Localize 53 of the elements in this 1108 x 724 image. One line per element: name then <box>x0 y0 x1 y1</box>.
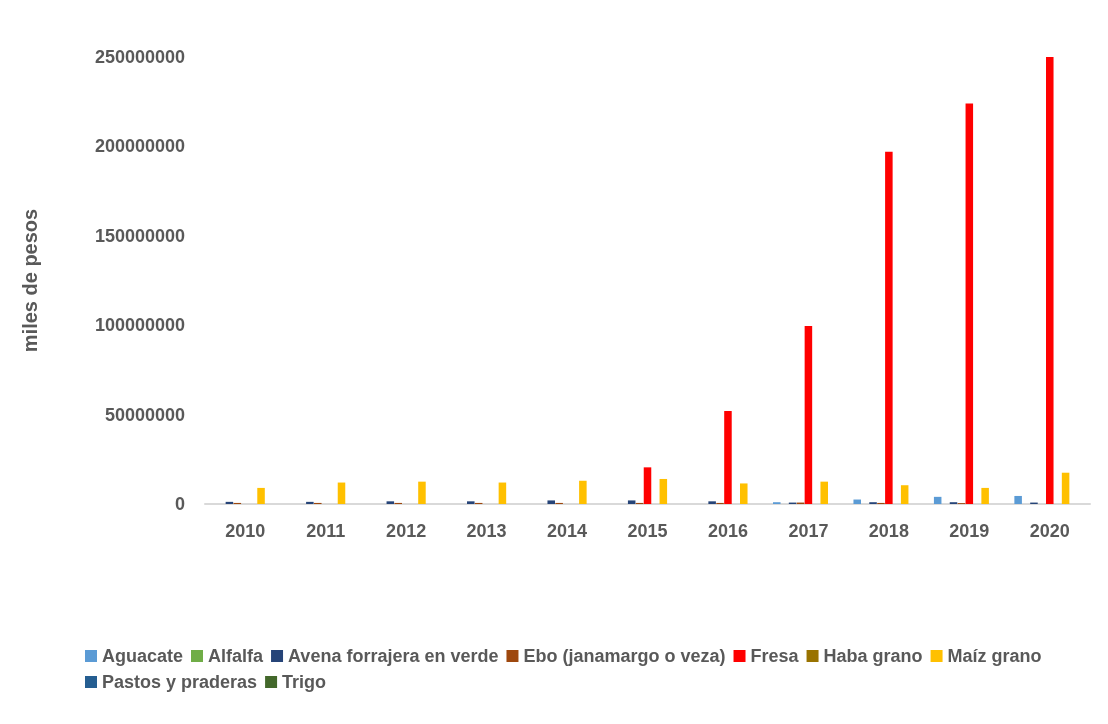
y-tick-label: 200000000 <box>94 136 185 157</box>
bar <box>981 487 989 504</box>
bar <box>740 483 748 504</box>
y-tick-label: 150000000 <box>94 225 185 246</box>
x-tick-label: 2018 <box>868 521 909 541</box>
y-tick-label: 100000000 <box>94 315 185 336</box>
legend-label: Trigo <box>282 672 327 692</box>
bar <box>853 499 861 504</box>
x-tick-label: 2020 <box>1029 521 1070 541</box>
bar <box>337 482 346 504</box>
bar <box>306 501 314 504</box>
y-tick-label: 250000000 <box>94 47 185 67</box>
bar <box>1014 495 1022 504</box>
x-tick-label: 2011 <box>306 521 346 541</box>
legend-label: Fresa <box>750 646 800 666</box>
x-tick-label: 2013 <box>466 521 507 541</box>
bar <box>386 501 395 504</box>
x-tick-label: 2012 <box>386 521 427 541</box>
bar <box>547 500 555 504</box>
bar <box>627 500 636 504</box>
bar <box>933 496 942 504</box>
x-tick-label: 2015 <box>627 521 668 541</box>
bar <box>579 480 587 504</box>
bar <box>820 481 828 504</box>
legend-label: Alfalfa <box>208 646 265 666</box>
y-axis-title: miles de pesos <box>19 208 41 353</box>
legend-label: Avena forrajera en verde <box>288 646 499 666</box>
legend-label: Pastos y praderas <box>102 672 258 692</box>
y-tick-label: 50000000 <box>104 404 185 425</box>
bar <box>498 482 507 504</box>
legend-label: Maíz grano <box>947 646 1042 666</box>
bar <box>659 478 668 504</box>
y-tick-label: 0 <box>174 494 185 514</box>
bar <box>885 151 893 504</box>
bar <box>900 485 909 504</box>
x-tick-label: 2019 <box>949 521 990 541</box>
bar <box>643 467 652 504</box>
x-tick-label: 2010 <box>225 521 266 541</box>
bar <box>467 501 475 504</box>
bar <box>804 326 813 504</box>
bar <box>1061 472 1070 504</box>
x-tick-label: 2017 <box>788 521 829 541</box>
bar <box>1046 57 1054 504</box>
legend-label: Haba grano <box>823 646 923 666</box>
bar <box>724 411 732 504</box>
bar <box>965 103 974 504</box>
bar <box>418 481 426 504</box>
x-tick-label: 2016 <box>707 521 748 541</box>
x-tick-label: 2014 <box>547 521 588 541</box>
bar <box>257 487 265 504</box>
bar <box>708 501 716 504</box>
legend-label: Aguacate <box>102 646 184 666</box>
legend-label: Ebo (janamargo o veza) <box>523 646 726 666</box>
